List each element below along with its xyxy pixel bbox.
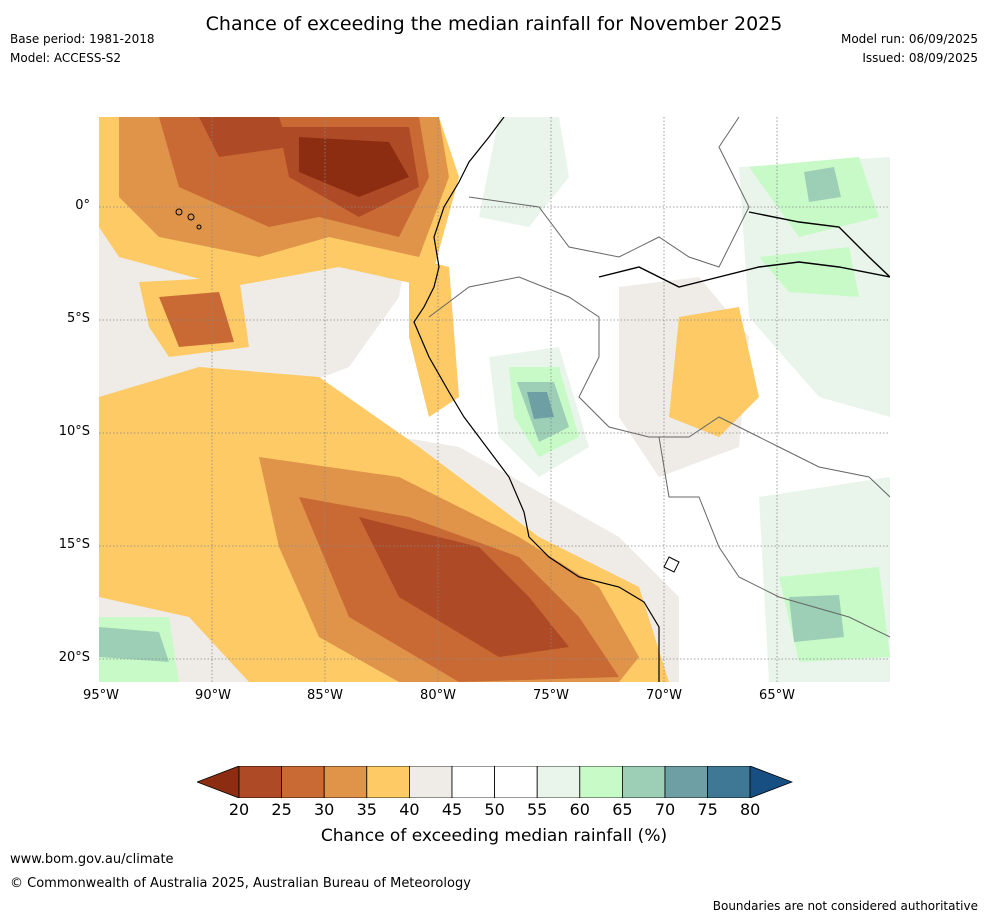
graticule	[99, 117, 890, 682]
colorbar-tick-label: 30	[314, 800, 335, 819]
colorbar-cell	[408, 765, 453, 799]
region-65-70-southwest	[99, 627, 169, 662]
base-period-text: Base period: 1981-2018	[10, 32, 155, 46]
colorbar-tick-label: 80	[740, 800, 761, 819]
lat-label-0: 0°	[75, 198, 90, 213]
colorbar-tick-label: 25	[271, 800, 292, 819]
lat-label-5s: 5°S	[66, 311, 90, 326]
colorbar-title: Chance of exceeding median rainfall (%)	[320, 826, 668, 846]
lat-label-10s: 10°S	[58, 424, 90, 439]
lon-label-95w: 95°W	[83, 688, 119, 703]
copyright-text: © Commonwealth of Australia 2025, Austra…	[10, 876, 471, 891]
colorbar-cell	[707, 765, 751, 799]
region-65-70-northeast	[804, 167, 841, 202]
colorbar-cell	[579, 765, 623, 799]
region-20-25-south	[359, 517, 569, 657]
page-title: Chance of exceeding the median rainfall …	[205, 13, 783, 35]
region-65-70-southeast	[789, 595, 844, 642]
colorbar-cell	[536, 765, 581, 799]
rainfall-map	[99, 116, 891, 682]
colorbar-tick-label: 35	[356, 800, 377, 819]
colorbar-cell	[494, 765, 538, 799]
galapagos-island-3	[196, 224, 202, 230]
region-35-40-inland	[669, 307, 759, 437]
colorbar-tick-label: 60	[569, 800, 590, 819]
lon-label-90w: 90°W	[195, 688, 231, 703]
region-55-60-north	[479, 117, 569, 227]
colorbar-high-arrow	[749, 765, 794, 799]
colorbar-low-arrow	[195, 765, 240, 799]
colorbar	[195, 765, 794, 799]
colorbar-tick-label: 40	[399, 800, 420, 819]
region-60-65-east	[759, 247, 859, 297]
lon-label-80w: 80°W	[420, 688, 456, 703]
galapagos-island-2	[187, 213, 195, 221]
model-run-text: Model run: 06/09/2025	[840, 32, 978, 46]
galapagos-island-1	[175, 208, 183, 216]
river-amazon	[598, 261, 891, 288]
coastline	[413, 116, 660, 682]
colorbar-cell	[238, 765, 282, 799]
border-north	[468, 116, 750, 268]
region-35-40-coast	[409, 257, 459, 417]
colorbar-cells	[238, 765, 751, 799]
lat-label-20s: 20°S	[58, 650, 90, 665]
issued-text: Issued: 08/09/2025	[862, 51, 978, 65]
colorbar-tick-label: 45	[441, 800, 463, 819]
disclaimer-text: Boundaries are not considered authoritat…	[712, 899, 978, 913]
colorbar-cell	[281, 765, 325, 799]
colorbar-cell	[664, 765, 708, 799]
border-central	[428, 276, 891, 498]
colorbar-tick-label: 20	[228, 800, 250, 819]
lon-label-65w: 65°W	[759, 688, 795, 703]
model-text: Model: ACCESS-S2	[10, 51, 122, 65]
region-25-30-west	[159, 292, 234, 347]
colorbar-tick-label: 70	[654, 800, 676, 819]
border-south	[658, 436, 891, 638]
colorbar-svg	[195, 765, 794, 799]
region-20-25-nw	[199, 117, 289, 157]
region-70-75	[527, 392, 554, 419]
region-below-20	[299, 137, 409, 197]
colorbar-tick-label: 50	[484, 800, 505, 819]
lake-titicaca	[663, 556, 680, 573]
map-canvas	[99, 116, 891, 682]
colorbar-tick-label: 55	[527, 800, 548, 819]
lon-label-75w: 75°W	[533, 688, 569, 703]
lat-label-15s: 15°S	[58, 537, 90, 552]
lon-label-70w: 70°W	[646, 688, 682, 703]
river-negro	[748, 211, 891, 278]
colorbar-cell	[451, 765, 495, 799]
colorbar-cell	[366, 765, 410, 799]
lon-label-85w: 85°W	[307, 688, 343, 703]
colorbar-cell	[323, 765, 368, 799]
colorbar-tick-label: 65	[612, 800, 633, 819]
colorbar-cell	[621, 765, 666, 799]
colorbar-tick-label: 75	[697, 800, 718, 819]
website-text: www.bom.gov.au/climate	[10, 852, 174, 867]
